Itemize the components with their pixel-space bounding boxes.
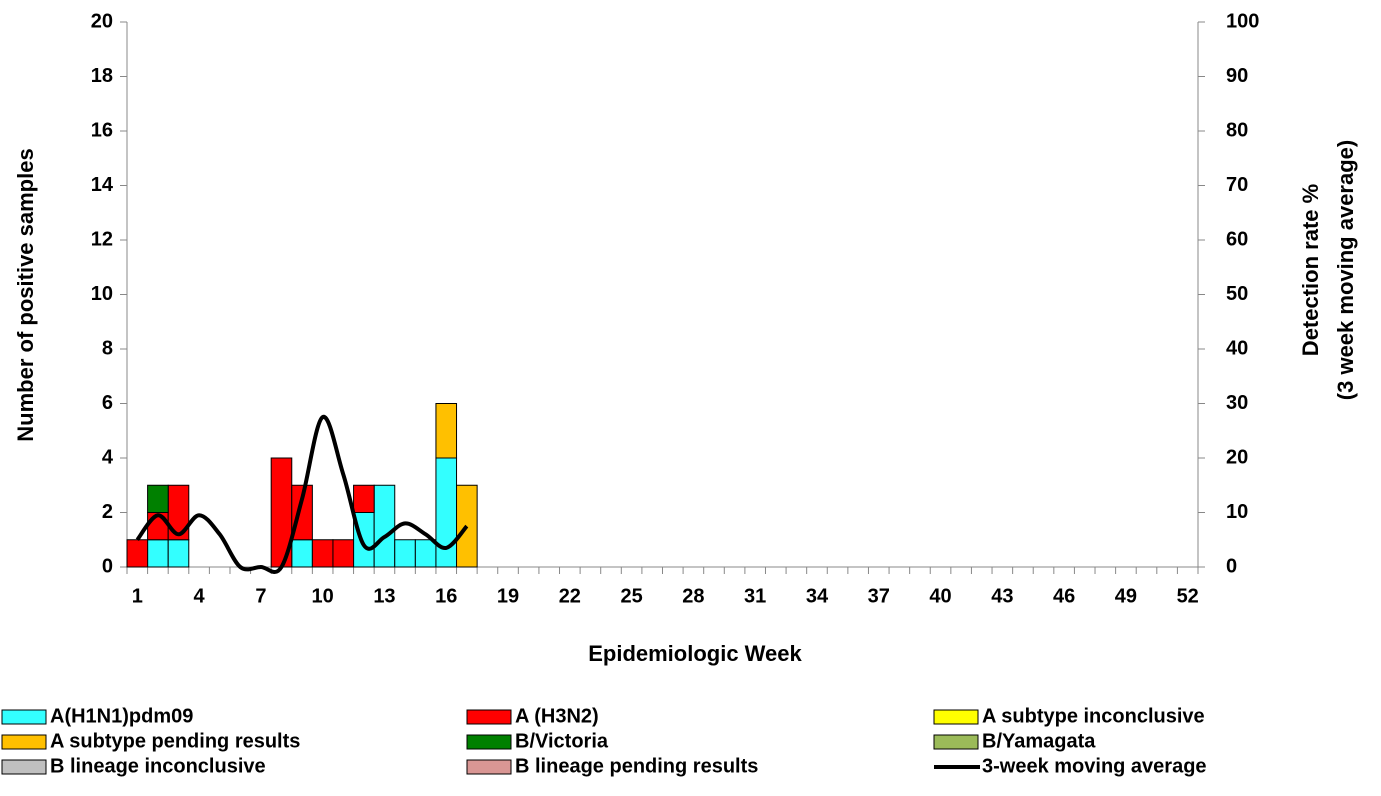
x-tick-label: 10: [312, 585, 334, 607]
legend-swatch: [466, 709, 512, 725]
x-tick-label: 49: [1115, 585, 1137, 607]
y2-tick-label: 90: [1226, 65, 1248, 87]
x-tick-label: 52: [1177, 585, 1199, 607]
legend-label: B/Victoria: [515, 730, 609, 752]
x-axis-title: Epidemiologic Week: [588, 641, 802, 666]
bar: [353, 484, 375, 513]
y-tick-label: 2: [102, 501, 113, 523]
legend-swatch: [933, 734, 979, 750]
legend-label: B lineage inconclusive: [50, 755, 266, 777]
y2-tick-label: 60: [1226, 228, 1248, 250]
bar: [414, 539, 437, 568]
legend-label: A subtype pending results: [50, 730, 300, 752]
x-tick-label: 19: [497, 585, 519, 607]
y2-tick-label: 10: [1226, 501, 1248, 523]
line: [135, 415, 469, 574]
y-tick-label: 18: [91, 65, 113, 87]
legend-label: B/Yamagata: [982, 730, 1096, 752]
y-tick-label: 0: [102, 555, 113, 577]
y-tick-label: 8: [102, 337, 113, 359]
y-tick-label: 4: [102, 446, 114, 468]
legend-label: B lineage pending results: [515, 755, 758, 777]
x-tick-label: 1: [132, 585, 143, 607]
bar: [147, 484, 169, 513]
x-tick-label: 37: [868, 585, 890, 607]
x-tick-label: 13: [373, 585, 395, 607]
bar: [291, 539, 313, 568]
x-tick-label: 40: [929, 585, 951, 607]
y-tick-label: 10: [91, 283, 113, 305]
y-axis-title: Number of positive samples: [13, 148, 38, 441]
x-tick-label: 25: [620, 585, 642, 607]
bar: [167, 539, 190, 568]
x-tick-label: 43: [991, 585, 1013, 607]
y2-tick-label: 80: [1226, 119, 1248, 141]
bar: [373, 484, 396, 568]
y2-tick-label: 30: [1226, 392, 1248, 414]
legend-label: A (H3N2): [515, 705, 599, 727]
x-tick-label: 22: [559, 585, 581, 607]
legend-label: A subtype inconclusive: [982, 705, 1205, 727]
x-tick-label: 31: [744, 585, 766, 607]
x-tick-label: 28: [682, 585, 704, 607]
legend-label: 3-week moving average: [982, 755, 1207, 777]
x-tick-label: 16: [435, 585, 457, 607]
bar: [332, 539, 355, 568]
y2-tick-label: 20: [1226, 446, 1248, 468]
legend-label: A(H1N1)pdm09: [50, 705, 193, 727]
y2-tick-label: 70: [1226, 174, 1248, 196]
y2-tick-label: 50: [1226, 283, 1248, 305]
y-tick-label: 6: [102, 392, 113, 414]
y-tick-label: 16: [91, 119, 113, 141]
x-tick-label: 34: [806, 585, 829, 607]
legend-swatch: [1, 759, 47, 775]
legend-swatch: [1, 709, 47, 725]
y2-tick-label: 0: [1226, 555, 1237, 577]
x-tick-label: 7: [255, 585, 266, 607]
bar: [126, 539, 149, 568]
legend-swatch: [933, 709, 979, 725]
legend-swatch: [466, 759, 512, 775]
y2-tick-label: 100: [1226, 10, 1259, 32]
y-tick-label: 14: [91, 174, 114, 196]
bar: [311, 539, 334, 568]
x-tick-label: 4: [194, 585, 206, 607]
legend-swatch: [1, 734, 47, 750]
bar: [394, 539, 416, 568]
bar: [435, 403, 458, 459]
x-tick-label: 46: [1053, 585, 1075, 607]
bar: [147, 539, 169, 568]
y2-axis-title: (3 week moving average): [1333, 140, 1358, 400]
y-tick-label: 12: [91, 228, 113, 250]
y2-tick-label: 40: [1226, 337, 1248, 359]
y2-axis-title: Detection rate %: [1298, 184, 1323, 356]
legend-swatch: [466, 734, 512, 750]
y-tick-label: 20: [91, 10, 113, 32]
bar: [435, 457, 458, 568]
